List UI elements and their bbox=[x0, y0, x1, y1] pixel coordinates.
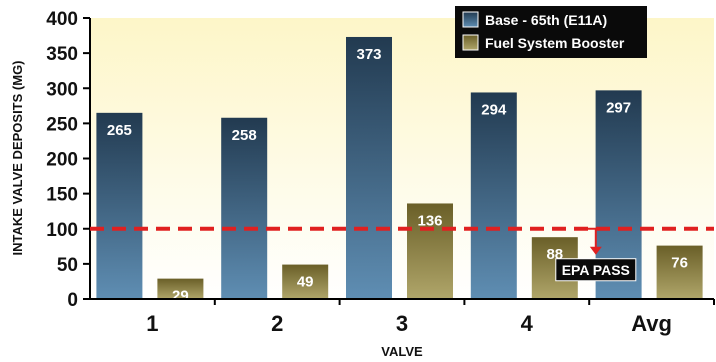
y-tick-label: 250 bbox=[46, 114, 78, 135]
bar-booster bbox=[656, 245, 703, 299]
bar-label-base: 294 bbox=[481, 101, 507, 118]
x-category-label: 3 bbox=[396, 311, 408, 336]
y-tick-label: 0 bbox=[67, 290, 78, 311]
bar-label-base: 373 bbox=[356, 46, 381, 63]
bar-label-booster: 29 bbox=[172, 288, 189, 305]
bar-booster bbox=[282, 264, 329, 299]
y-axis-title: INTAKE VALVE DEPOSITS (MG) bbox=[10, 60, 25, 255]
callout-arrowhead bbox=[589, 246, 602, 255]
y-tick-label: 300 bbox=[46, 79, 78, 100]
bar-label-booster: 76 bbox=[671, 255, 688, 272]
y-axis-ticks: 0 50 100 150 200 250 300 350 400 bbox=[46, 9, 90, 311]
bar-label-base: 258 bbox=[232, 127, 257, 144]
legend-swatch-base bbox=[462, 11, 479, 28]
x-axis-categories: 1 2 3 4 Avg bbox=[146, 299, 715, 336]
x-category-label: 4 bbox=[521, 311, 534, 336]
bar-base bbox=[346, 36, 392, 299]
bar-label-booster: 136 bbox=[417, 212, 442, 229]
bar-base bbox=[96, 112, 143, 300]
legend-swatch-booster bbox=[462, 34, 479, 51]
bars bbox=[96, 36, 703, 300]
legend-label-booster: Fuel System Booster bbox=[485, 35, 625, 51]
x-category-label: 2 bbox=[271, 311, 283, 336]
y-tick-label: 400 bbox=[46, 9, 78, 30]
x-category-label: 1 bbox=[146, 311, 158, 336]
y-tick-label: 350 bbox=[46, 44, 78, 65]
callout-label: EPA PASS bbox=[562, 262, 630, 278]
epa-pass-callout: EPA PASS bbox=[555, 227, 637, 282]
x-axis-title: VALVE bbox=[381, 344, 423, 359]
y-tick-label: 200 bbox=[46, 150, 78, 171]
callout-box bbox=[555, 258, 637, 282]
y-tick-label: 150 bbox=[46, 185, 78, 206]
legend-box bbox=[455, 6, 647, 58]
x-category-label: Avg bbox=[631, 311, 672, 336]
bar-label-base: 265 bbox=[107, 122, 132, 139]
bar-booster bbox=[157, 278, 204, 299]
legend: Base - 65th (E11A) Fuel System Booster bbox=[455, 6, 647, 58]
bar-label-booster: 49 bbox=[297, 274, 314, 291]
bar-base bbox=[221, 117, 268, 299]
bar-base bbox=[470, 92, 517, 299]
y-tick-label: 100 bbox=[46, 220, 78, 241]
y-tick-label: 50 bbox=[57, 255, 78, 276]
callout-arrow bbox=[581, 227, 597, 249]
legend-label-base: Base - 65th (E11A) bbox=[485, 12, 607, 28]
bar-booster bbox=[407, 203, 453, 299]
bar-label-base: 297 bbox=[606, 99, 631, 116]
